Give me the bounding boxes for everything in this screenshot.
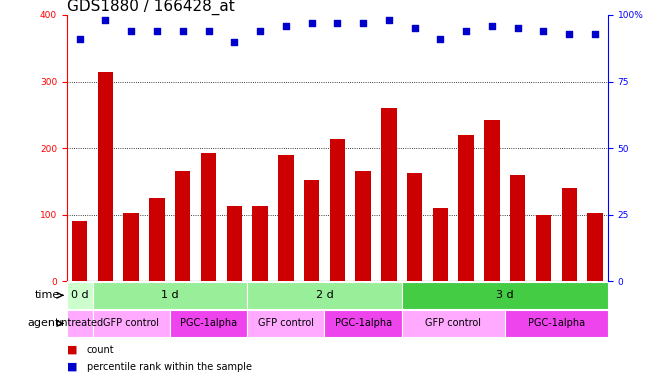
Text: 1 d: 1 d — [161, 290, 178, 300]
Bar — [407, 173, 422, 281]
Bar — [381, 108, 397, 281]
Point — [409, 26, 420, 32]
Bar — [72, 221, 88, 281]
Bar — [562, 188, 577, 281]
Text: ■: ■ — [67, 345, 77, 355]
Bar — [67, 310, 93, 337]
Bar — [98, 72, 113, 281]
Point — [126, 28, 136, 34]
Point — [590, 31, 601, 37]
Text: 2 d: 2 d — [315, 290, 333, 300]
Bar — [278, 155, 293, 281]
Point — [281, 22, 291, 28]
Bar — [401, 282, 608, 309]
Text: count: count — [87, 345, 114, 355]
Text: untreated: untreated — [55, 318, 104, 328]
Text: PGC-1alpha: PGC-1alpha — [528, 318, 585, 328]
Text: GFP control: GFP control — [258, 318, 314, 328]
Bar — [505, 310, 608, 337]
Bar — [124, 213, 139, 281]
Bar — [253, 206, 268, 281]
Point — [383, 17, 394, 23]
Bar — [175, 171, 190, 281]
Text: ■: ■ — [67, 362, 77, 372]
Bar — [304, 180, 319, 281]
Text: 3 d: 3 d — [496, 290, 514, 300]
Text: PGC-1alpha: PGC-1alpha — [180, 318, 237, 328]
Text: GFP control: GFP control — [104, 318, 159, 328]
Point — [538, 28, 549, 34]
Bar — [355, 171, 371, 281]
Bar — [510, 175, 526, 281]
Bar — [226, 206, 242, 281]
Point — [178, 28, 188, 34]
Bar — [93, 310, 170, 337]
Point — [152, 28, 162, 34]
Bar — [458, 135, 474, 281]
Bar — [587, 213, 603, 281]
Bar — [247, 310, 325, 337]
Text: agent: agent — [28, 318, 60, 328]
Bar — [329, 140, 345, 281]
Point — [100, 17, 111, 23]
Point — [229, 39, 240, 45]
Bar — [67, 282, 93, 309]
Text: 0 d: 0 d — [71, 290, 88, 300]
Bar — [433, 208, 448, 281]
Bar — [170, 310, 247, 337]
Point — [358, 20, 369, 26]
Point — [306, 20, 317, 26]
Bar — [247, 282, 401, 309]
Point — [74, 36, 85, 42]
Point — [435, 36, 446, 42]
Point — [332, 20, 343, 26]
Bar — [149, 198, 165, 281]
Bar — [536, 214, 551, 281]
Bar — [201, 153, 216, 281]
Point — [486, 22, 497, 28]
Bar — [484, 120, 500, 281]
Point — [203, 28, 214, 34]
Point — [255, 28, 265, 34]
Text: time: time — [35, 290, 60, 300]
Point — [461, 28, 472, 34]
Bar — [325, 310, 401, 337]
Point — [512, 26, 523, 32]
Point — [564, 31, 574, 37]
Text: GFP control: GFP control — [426, 318, 481, 328]
Text: PGC-1alpha: PGC-1alpha — [335, 318, 391, 328]
Bar — [401, 310, 505, 337]
Text: GDS1880 / 166428_at: GDS1880 / 166428_at — [67, 0, 234, 15]
Bar — [93, 282, 247, 309]
Text: percentile rank within the sample: percentile rank within the sample — [87, 362, 252, 372]
